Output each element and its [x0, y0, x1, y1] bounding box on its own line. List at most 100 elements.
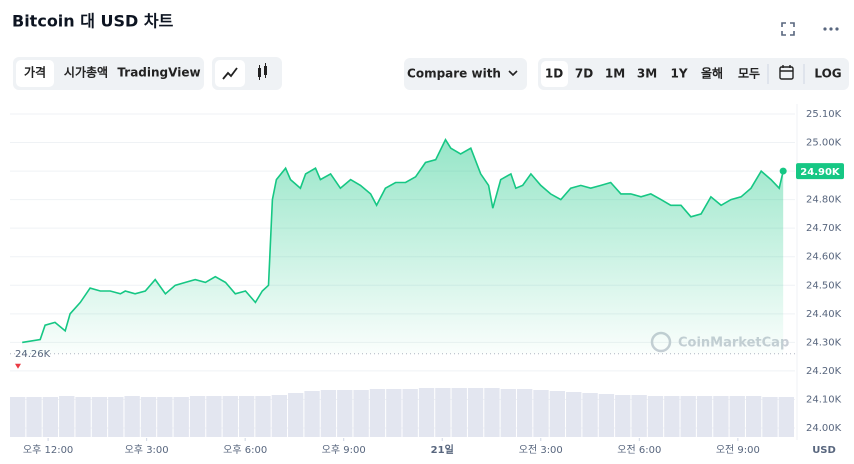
range-button[interactable]: 모두 — [738, 67, 760, 81]
last-point — [779, 167, 787, 175]
volume-bar — [124, 396, 140, 437]
volume-bar — [533, 390, 549, 437]
x-tick-label: 오전 3:00 — [519, 444, 563, 456]
range-group — [538, 58, 849, 90]
volume-bar — [778, 397, 794, 437]
current-price-label: 24.90K — [800, 167, 841, 178]
volume-bar — [582, 393, 598, 437]
x-tick-label: 오전 6:00 — [617, 444, 661, 456]
volume-bar — [549, 391, 566, 437]
volume-bar — [566, 392, 582, 437]
volume-bar — [500, 389, 516, 437]
volume-bar — [467, 388, 484, 437]
volume-bar — [10, 397, 26, 437]
volume-bar — [304, 391, 320, 437]
price-line — [22, 138, 784, 344]
x-tick-label: 오전 9:00 — [716, 444, 760, 456]
volume-bar — [173, 397, 189, 437]
volume-bar — [745, 396, 762, 437]
calendar-icon[interactable] — [779, 65, 794, 80]
more-icon[interactable] — [823, 27, 839, 31]
volume-bar — [615, 395, 631, 437]
chevron — [508, 70, 518, 77]
y-tick-label: 24.00K — [806, 423, 842, 434]
volume-bar — [516, 389, 533, 437]
title: Bitcoin 대 USD 차트 — [12, 12, 174, 31]
x-tick-label: 오후 6:00 — [223, 444, 267, 456]
volume-bar — [222, 396, 238, 437]
range-button[interactable]: 1M — [605, 67, 625, 81]
volume-bar — [435, 388, 451, 437]
y-tick-label: 24.70K — [806, 223, 842, 234]
volume-bar — [26, 397, 42, 437]
x-tick-label: 오후 9:00 — [322, 444, 366, 456]
tab[interactable]: 시가총액 — [64, 65, 108, 80]
volume-bar — [255, 396, 271, 437]
range-button[interactable]: 1D — [545, 67, 563, 81]
candle-icon[interactable] — [258, 63, 267, 80]
x-tick-label: 21일 — [431, 443, 454, 456]
range-button[interactable]: 올해 — [701, 67, 723, 81]
volume-bar — [42, 397, 59, 437]
volume-bar — [238, 396, 255, 437]
volume-bar — [762, 397, 778, 437]
log-button[interactable]: LOG — [814, 67, 841, 81]
volume-bar — [369, 389, 386, 437]
range-button[interactable]: 7D — [575, 67, 593, 81]
line-type-button[interactable] — [215, 60, 245, 87]
price-area — [22, 139, 784, 354]
line-icon — [222, 67, 238, 80]
volume-bar — [288, 393, 304, 437]
x-tick-label: 오후 3:00 — [125, 444, 169, 456]
volume-bar — [647, 396, 664, 437]
currency-label: USD — [812, 445, 836, 456]
x-tick-label: 오후 12:00 — [23, 444, 73, 456]
range-button[interactable]: 3M — [637, 67, 657, 81]
volume-bar — [91, 397, 108, 437]
y-tick-label: 24.80K — [806, 195, 842, 206]
volume-bar — [337, 390, 353, 437]
volume-bar — [713, 396, 729, 437]
low-marker — [15, 363, 21, 369]
tab[interactable]: TradingView — [117, 66, 200, 80]
y-tick-label: 25.10K — [806, 109, 842, 120]
current-price-tag — [796, 163, 844, 180]
volume-bar — [320, 390, 337, 437]
fullscreen-icon[interactable] — [781, 22, 795, 36]
y-tick-label: 25.00K — [806, 138, 842, 149]
tab[interactable]: 가격 — [24, 65, 46, 80]
volume-bar — [484, 388, 500, 437]
tab-group — [13, 57, 204, 90]
tab-selected — [16, 60, 54, 87]
y-tick-label: 24.10K — [806, 394, 842, 405]
volume-bar — [696, 396, 713, 437]
y-tick-label: 24.40K — [806, 309, 842, 320]
y-tick-label: 24.20K — [806, 366, 842, 377]
range-selected — [541, 61, 568, 87]
volume-bar — [75, 397, 91, 437]
compare-button[interactable] — [404, 58, 527, 90]
volume-bar — [386, 389, 402, 437]
volume-bar — [189, 396, 206, 437]
volume-bar — [108, 397, 124, 437]
y-tick-label: 24.60K — [806, 252, 842, 263]
volume-bar — [664, 396, 680, 437]
compare-label: Compare with — [407, 67, 501, 81]
volume-bar — [418, 388, 435, 437]
volume-bar — [631, 395, 647, 437]
volume-bar — [140, 397, 157, 437]
range-button[interactable]: 1Y — [670, 67, 687, 81]
volume-bar — [451, 388, 467, 437]
volume-bar — [59, 396, 75, 437]
y-tick-label: 24.50K — [806, 280, 842, 291]
volume-bar — [157, 397, 173, 437]
volume-bar — [206, 396, 222, 437]
volume-bar — [271, 395, 288, 437]
volume-bar — [402, 389, 418, 437]
volume-bar — [598, 394, 615, 437]
volume-bar — [680, 396, 696, 437]
y-tick-label: 24.30K — [806, 337, 842, 348]
volume-bar — [729, 396, 745, 437]
low-label: 24.26K — [15, 349, 51, 360]
